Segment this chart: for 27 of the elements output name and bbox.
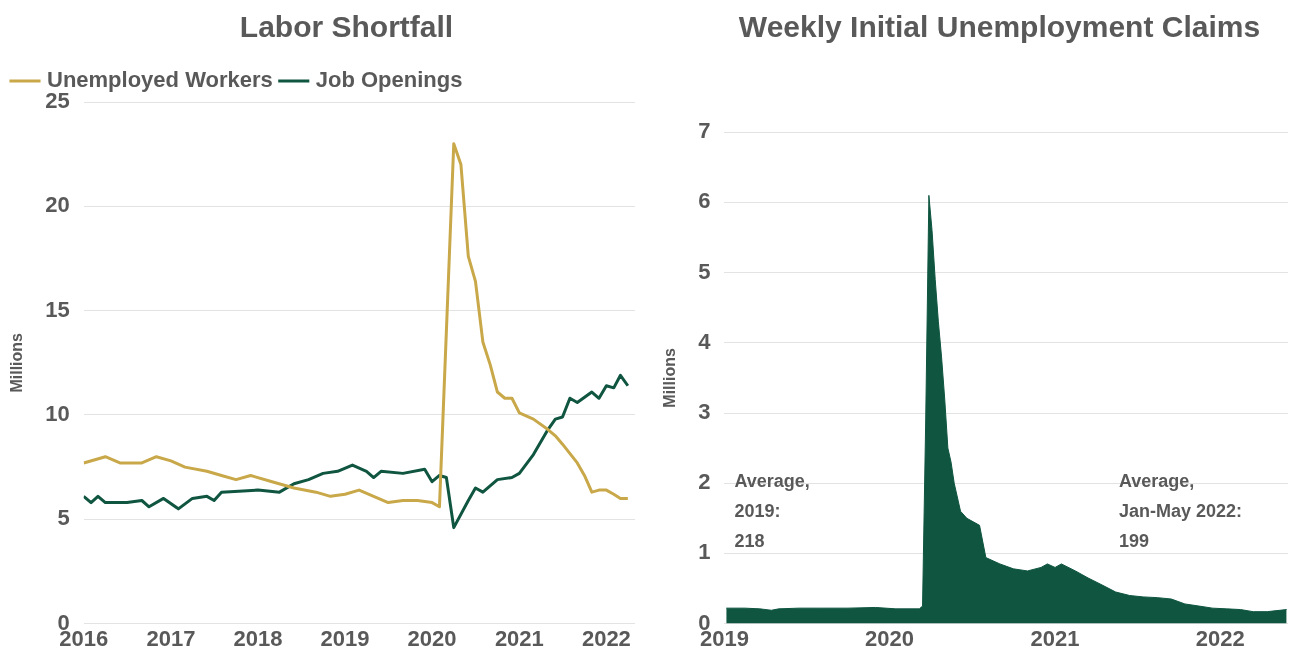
legend-label: Job Openings bbox=[315, 67, 463, 93]
x-tick-label: 2022 bbox=[1195, 625, 1245, 651]
x-tick-label: 2021 bbox=[1030, 625, 1080, 651]
y-tick-label: 2 bbox=[698, 469, 711, 495]
y-tick-label: 1 bbox=[698, 539, 711, 565]
y-tick-label: 3 bbox=[698, 399, 711, 425]
y-tick-label: 7 bbox=[698, 118, 711, 144]
x-tick-label: 2021 bbox=[494, 625, 544, 651]
y-tick-label: 6 bbox=[698, 188, 711, 214]
y-axis-title: Millions bbox=[8, 332, 26, 393]
y-tick-label: 20 bbox=[45, 192, 70, 218]
annotation: Average, Jan-May 2022: 199 bbox=[1118, 470, 1243, 551]
y-tick-label: 10 bbox=[45, 401, 70, 427]
y-tick-label: 15 bbox=[45, 296, 70, 322]
x-tick-label: 2018 bbox=[233, 625, 283, 651]
annotation: Average, 2019: 218 bbox=[734, 470, 810, 551]
y-axis-title: Millions bbox=[661, 348, 679, 408]
x-tick-label: 2022 bbox=[581, 625, 631, 651]
chart-title: Weekly Initial Unemployment Claims bbox=[737, 9, 1262, 45]
chart-title: Labor Shortfall bbox=[238, 9, 455, 45]
y-tick-label: 5 bbox=[698, 258, 711, 284]
x-tick-label: 2020 bbox=[407, 625, 457, 651]
y-tick-label: 4 bbox=[698, 328, 712, 354]
y-tick-label: 5 bbox=[57, 505, 70, 531]
x-tick-label: 2020 bbox=[865, 625, 914, 651]
x-tick-label: 2019 bbox=[320, 625, 370, 651]
x-tick-label: 2017 bbox=[146, 625, 196, 651]
